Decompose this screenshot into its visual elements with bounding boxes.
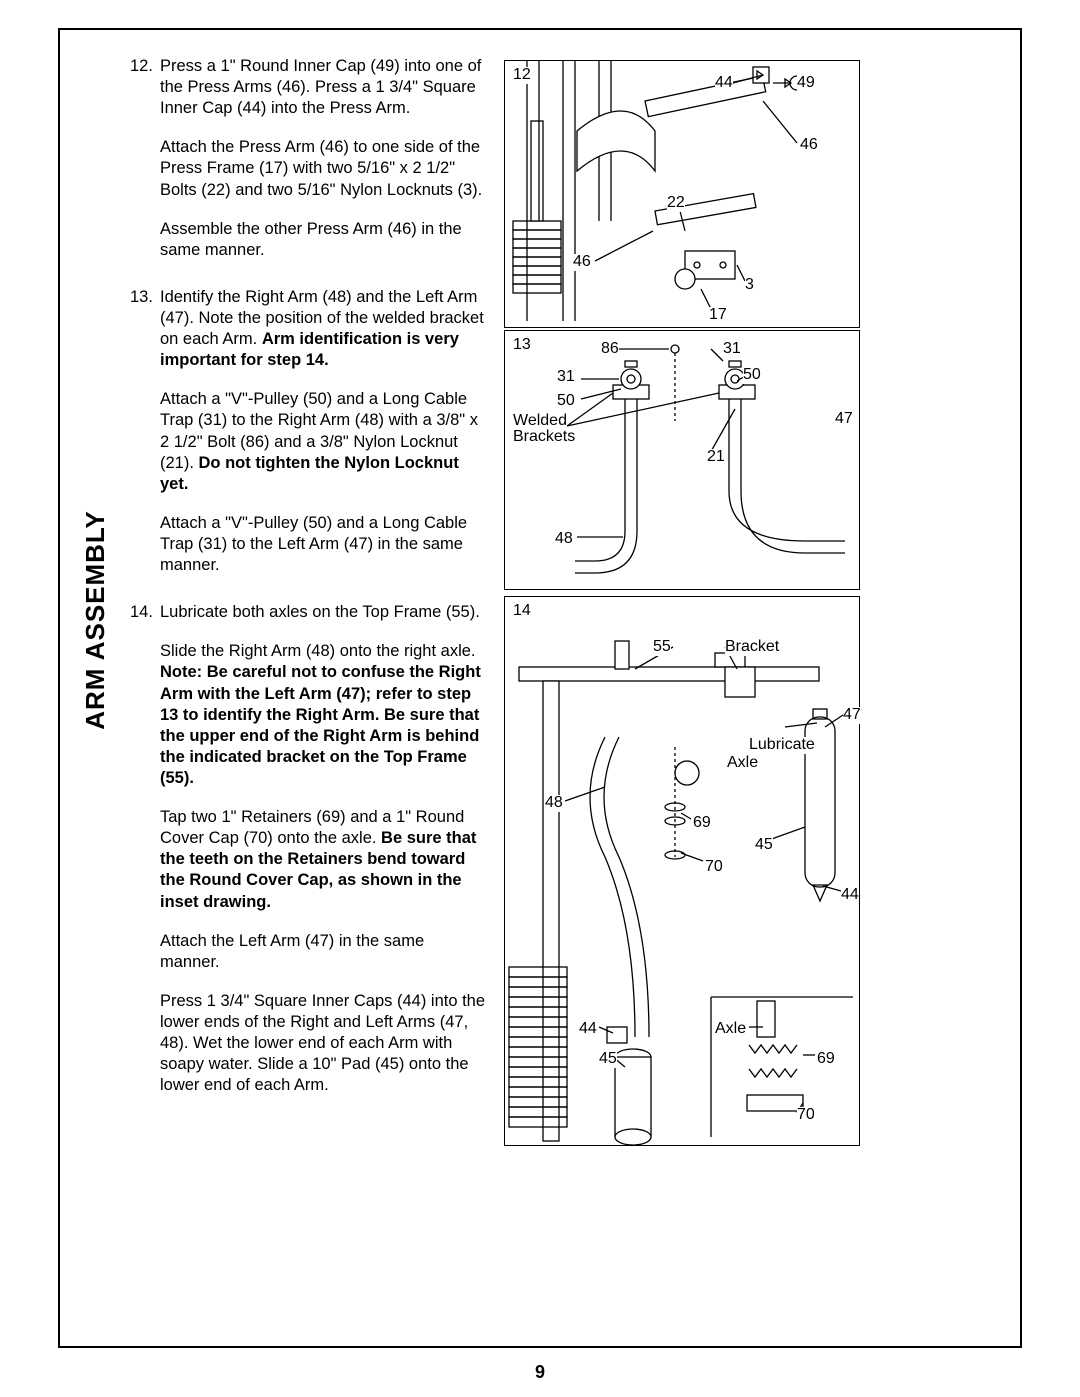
diagram-label: 69: [817, 1051, 835, 1068]
diagram-label: 44: [841, 887, 859, 904]
diagram-12: 12 44 49 46 22 46 3 17: [504, 60, 860, 328]
instructions-column: 12.Press a 1" Round Inner Cap (49) into …: [130, 56, 488, 1122]
diagram-label: Axle: [727, 755, 758, 772]
diagram-label: Bracket: [725, 639, 779, 656]
step-number: 13.: [130, 287, 160, 576]
diagram-label: 50: [557, 393, 575, 410]
diagram-label: 46: [573, 254, 591, 271]
diagram-label: 3: [745, 277, 754, 294]
step-paragraph: Press a 1" Round Inner Cap (49) into one…: [160, 56, 488, 119]
step-paragraph: Attach the Press Arm (46) to one side of…: [160, 137, 488, 200]
diagram-label: 47: [835, 411, 853, 428]
step-paragraph: Identify the Right Arm (48) and the Left…: [160, 287, 488, 371]
diagram-label: 45: [755, 837, 773, 854]
diagram-label: 50: [743, 367, 761, 384]
diagram-13: 13 863131505047WeldedBrackets2148: [504, 330, 860, 590]
diagram-label: 45: [599, 1051, 617, 1068]
diagram-label: 48: [545, 795, 563, 812]
diagram-label: Brackets: [513, 429, 575, 446]
diagram-label: 86: [601, 341, 619, 358]
step-paragraph: Attach a "V"-Pulley (50) and a Long Cabl…: [160, 389, 488, 495]
step-paragraph: Slide the Right Arm (48) onto the right …: [160, 641, 488, 789]
step-paragraph: Assemble the other Press Arm (46) in the…: [160, 219, 488, 261]
diagram-label: 31: [557, 369, 575, 386]
diagram-label: 70: [705, 859, 723, 876]
step-paragraph: Lubricate both axles on the Top Frame (5…: [160, 602, 488, 623]
step-paragraph: Tap two 1" Retainers (69) and a 1" Round…: [160, 807, 488, 913]
diagram-label: 44: [715, 75, 733, 92]
diagram-label: 70: [797, 1107, 815, 1124]
step-paragraph: Attach a "V"-Pulley (50) and a Long Cabl…: [160, 513, 488, 576]
diagram-label: 22: [667, 195, 685, 212]
step-paragraph: Press 1 3/4" Square Inner Caps (44) into…: [160, 991, 488, 1097]
diagram-label: 31: [723, 341, 741, 358]
step: 14.Lubricate both axles on the Top Frame…: [130, 602, 488, 1096]
step: 13.Identify the Right Arm (48) and the L…: [130, 287, 488, 576]
diagram-label: 21: [707, 449, 725, 466]
diagram-label: 49: [797, 75, 815, 92]
step: 12.Press a 1" Round Inner Cap (49) into …: [130, 56, 488, 261]
diagram-label: 48: [555, 531, 573, 548]
page-number: 9: [535, 1362, 545, 1383]
step-body: Lubricate both axles on the Top Frame (5…: [160, 602, 488, 1096]
diagram-label: 47: [843, 707, 861, 724]
step-paragraph: Attach the Left Arm (47) in the same man…: [160, 931, 488, 973]
diagram-label: Axle: [715, 1021, 746, 1038]
diagram-label: Lubricate: [749, 737, 815, 754]
step-body: Identify the Right Arm (48) and the Left…: [160, 287, 488, 576]
step-number: 14.: [130, 602, 160, 1096]
diagram-label: 55: [653, 639, 671, 656]
diagram-12-step: 12: [513, 67, 531, 84]
diagram-13-step: 13: [513, 337, 531, 354]
step-body: Press a 1" Round Inner Cap (49) into one…: [160, 56, 488, 261]
diagram-label: 46: [800, 137, 818, 154]
diagram-14-step: 14: [513, 603, 531, 620]
step-number: 12.: [130, 56, 160, 261]
diagram-14: 14 55Bracket47LubricateAxle486945704444A…: [504, 596, 860, 1146]
diagram-label: 69: [693, 815, 711, 832]
diagram-label: 17: [709, 307, 727, 324]
section-title: ARM ASSEMBLY: [80, 510, 111, 730]
diagram-label: 44: [579, 1021, 597, 1038]
